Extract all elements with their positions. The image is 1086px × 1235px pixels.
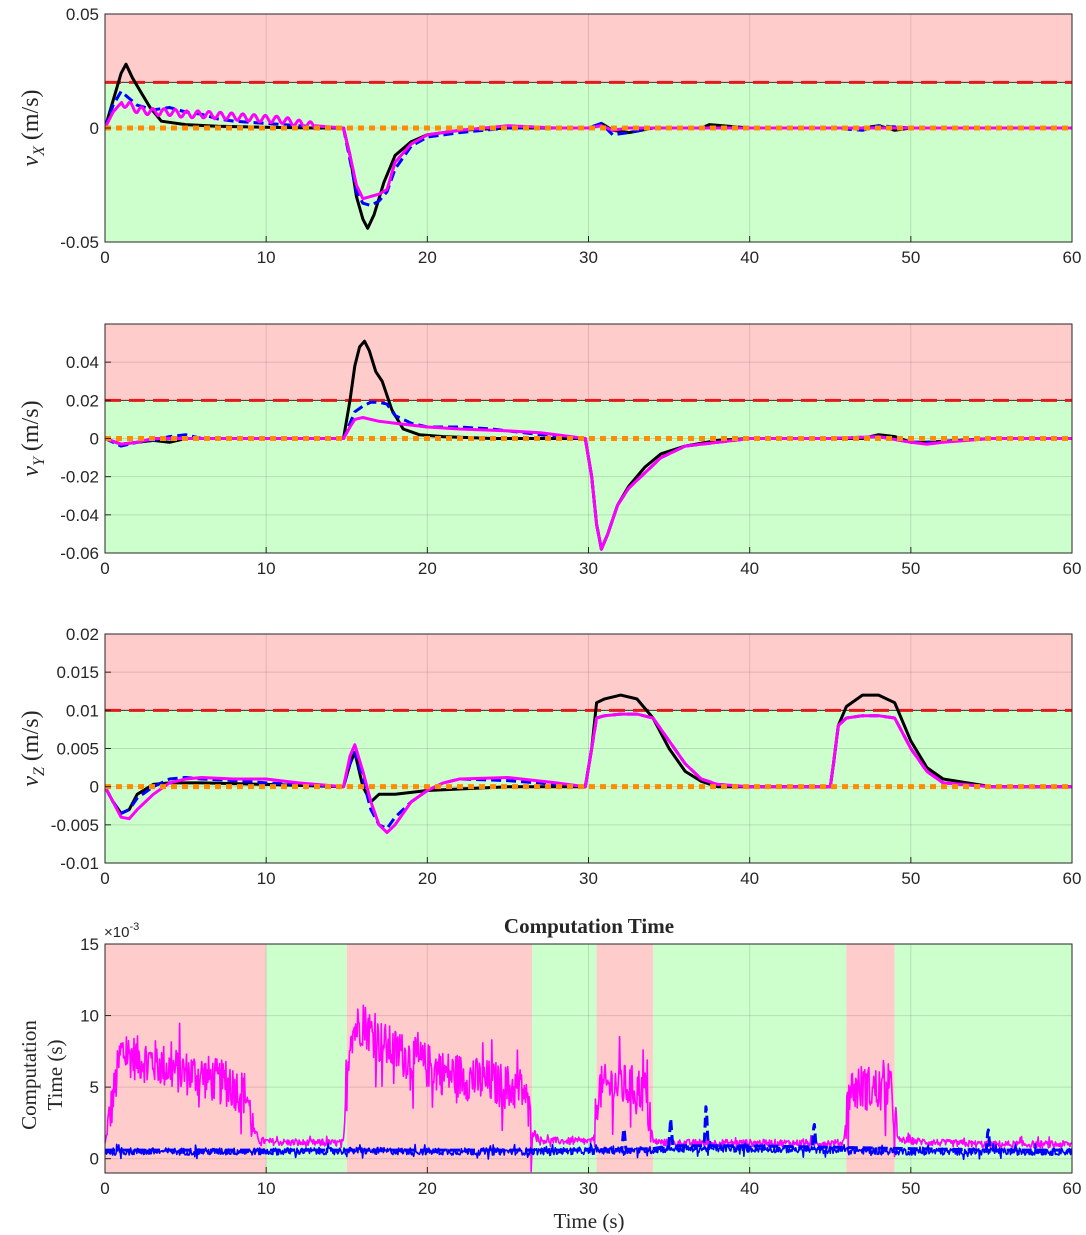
x-tick-label: 50 xyxy=(901,248,920,267)
x-tick-label: 20 xyxy=(418,559,437,578)
y-axis-label: vY (m/s) xyxy=(18,400,48,476)
y-tick-label: -0.01 xyxy=(60,854,99,873)
y-axis-label: vX (m/s) xyxy=(18,89,48,166)
plot-title: Computation Time xyxy=(504,914,674,938)
x-tick-label: 60 xyxy=(1063,248,1082,267)
x-tick-label: 30 xyxy=(579,559,598,578)
safe-region xyxy=(105,400,1072,553)
x-tick-label: 60 xyxy=(1063,869,1082,888)
y-tick-label: 0 xyxy=(90,430,99,449)
x-tick-label: 0 xyxy=(100,869,109,888)
background-regions xyxy=(105,14,1072,243)
x-tick-label: 40 xyxy=(740,248,759,267)
y-axis-label-line-2: Time (s) xyxy=(43,1040,67,1111)
x-tick-label: 50 xyxy=(901,559,920,578)
x-tick-label: 20 xyxy=(418,248,437,267)
x-tick-label: 20 xyxy=(418,1179,437,1198)
x-tick-label: 0 xyxy=(100,559,109,578)
y-tick-label: 0.04 xyxy=(66,353,99,372)
safe-region xyxy=(105,82,1072,243)
x-tick-label: 50 xyxy=(901,869,920,888)
y-axis-exponent: ×10-3 xyxy=(104,921,139,941)
safe-band xyxy=(532,944,597,1173)
vz-plot: 0 10 20 30 40 50 60 -0.01 -0.005 0 0.005 0.01 0.015 0… xyxy=(18,625,1081,888)
unsafe-region xyxy=(105,324,1072,401)
y-axis-label: vZ (m/s) xyxy=(18,710,48,786)
x-tick-label: 60 xyxy=(1063,1179,1082,1198)
series-black xyxy=(105,693,1072,815)
series-blue-dashed xyxy=(105,90,1072,207)
x-tick-label: 10 xyxy=(257,869,276,888)
y-tick-label: 15 xyxy=(80,935,99,954)
x-tick-label: 30 xyxy=(579,1179,598,1198)
safe-band xyxy=(266,944,347,1173)
x-tick-label: 0 xyxy=(100,1179,109,1198)
y-tick-label: 0.015 xyxy=(56,663,99,682)
x-tick-label: 30 xyxy=(579,869,598,888)
y-tick-label: -0.005 xyxy=(51,816,99,835)
series-magenta xyxy=(105,1004,1072,1173)
y-tick-label: -0.05 xyxy=(60,233,99,252)
x-tick-label: 30 xyxy=(579,248,598,267)
x-tick-label: 20 xyxy=(418,869,437,888)
safe-band xyxy=(894,944,1072,1173)
computation-time-plot: Computation Time (s) ×10-3 0 10 20 30 40 50 60… xyxy=(17,914,1081,1233)
unsafe-region xyxy=(105,14,1072,83)
x-tick-label: 40 xyxy=(740,1179,759,1198)
x-axis-label: Time (s) xyxy=(554,1209,625,1233)
y-tick-label: 0 xyxy=(90,1150,99,1169)
y-tick-label: -0.04 xyxy=(60,506,99,525)
background-regions xyxy=(105,324,1072,553)
x-tick-label: 10 xyxy=(257,559,276,578)
vy-plot: 0 10 20 30 40 50 60 -0.06 -0.04 -0.02 0 0.02 0.04 vY … xyxy=(18,323,1082,578)
x-tick-label: 40 xyxy=(740,869,759,888)
y-tick-label: 0.005 xyxy=(56,740,99,759)
y-tick-label: -0.06 xyxy=(60,544,99,563)
series-blue-dashed xyxy=(105,1105,1072,1152)
x-tick-label: 60 xyxy=(1063,559,1082,578)
unsafe-region xyxy=(105,634,1072,711)
y-tick-label: 0 xyxy=(90,778,99,797)
y-tick-label: 0 xyxy=(90,119,99,138)
y-tick-label: 0.02 xyxy=(66,625,99,644)
background-regions xyxy=(105,634,1072,863)
x-tick-label: 0 xyxy=(100,248,109,267)
y-tick-label: 0.01 xyxy=(66,701,99,720)
y-tick-label: -0.02 xyxy=(60,468,99,487)
x-tick-label: 10 xyxy=(257,1179,276,1198)
y-tick-label: 5 xyxy=(90,1078,99,1097)
y-axis-label-line-1: Computation xyxy=(17,1020,41,1130)
x-tick-label: 40 xyxy=(740,559,759,578)
unsafe-band xyxy=(846,944,895,1173)
series-magenta xyxy=(105,712,1072,834)
y-tick-label: 10 xyxy=(80,1007,99,1026)
y-tick-label: 0.02 xyxy=(66,391,99,410)
x-tick-label: 50 xyxy=(901,1179,920,1198)
x-tick-label: 10 xyxy=(257,248,276,267)
y-tick-label: 0.05 xyxy=(66,5,99,24)
background-regions xyxy=(105,944,1072,1173)
series-group xyxy=(105,1004,1072,1173)
